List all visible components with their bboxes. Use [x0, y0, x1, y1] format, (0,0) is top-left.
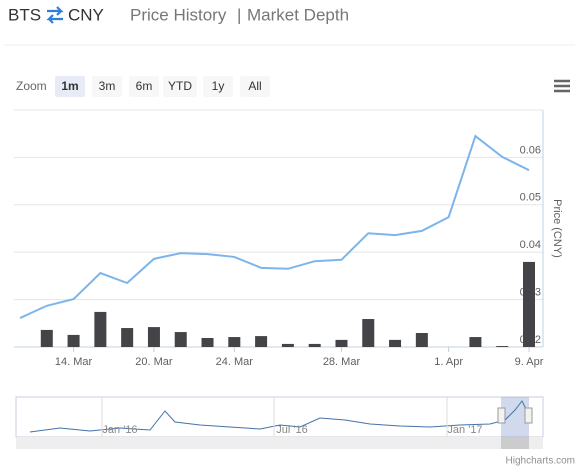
scrollbar[interactable] [16, 437, 543, 449]
zoom-button[interactable] [240, 76, 270, 97]
volume-bar [255, 336, 268, 347]
volume-bar [389, 339, 402, 347]
volume-bar [94, 311, 107, 347]
volume-bar [281, 343, 294, 347]
y-axis-title: Price (CNY) [551, 199, 563, 258]
navigator-label: Jul '16 [276, 424, 307, 436]
credits[interactable]: Highcharts.com [506, 456, 575, 467]
quote-asset[interactable]: CNY [68, 5, 104, 24]
zoom-button[interactable] [129, 76, 159, 97]
navigator [15, 396, 544, 438]
y-tick-label: 0.05 [520, 192, 541, 204]
volume-bar [335, 339, 348, 347]
tab[interactable]: Market Depth [247, 5, 349, 24]
zoom-button[interactable] [203, 76, 233, 97]
x-tick-label: 20. Mar [135, 356, 173, 368]
x-tick-label: 24. Mar [216, 356, 254, 368]
zoom-button-label[interactable]: 1y [212, 79, 225, 93]
x-tick-label: 28. Mar [323, 356, 361, 368]
navigator-series [29, 400, 530, 433]
volume-bar [523, 261, 535, 347]
y-tick-label: 0.04 [520, 239, 541, 251]
navigator-handle[interactable] [497, 407, 506, 424]
price-line [19, 134, 530, 319]
zoom-button-label[interactable]: 6m [136, 79, 153, 93]
zoom-button-label[interactable]: YTD [168, 79, 192, 93]
navigator-label: Jan '17 [447, 424, 482, 436]
menu-button[interactable] [554, 79, 570, 93]
y-tick-label: 0.06 [520, 144, 541, 156]
zoom-label: Zoom [16, 79, 47, 93]
x-tick-label: 1. Apr [434, 356, 463, 368]
navigator-mask[interactable] [501, 397, 529, 437]
volume-bar [415, 333, 428, 347]
volume-bar [40, 329, 53, 347]
volume-bar [147, 327, 160, 347]
zoom-button-label[interactable]: 1m [61, 79, 78, 93]
zoom-button-label[interactable]: 3m [99, 79, 116, 93]
navigator-label: Jan '16 [102, 424, 137, 436]
x-tick-label: 9. Apr [515, 356, 544, 368]
base-asset[interactable]: BTS [8, 5, 41, 24]
volume-bar [469, 337, 482, 347]
zoom-button[interactable] [92, 76, 122, 97]
zoom-button-label[interactable]: All [248, 79, 261, 93]
tab-separator: | [237, 5, 241, 24]
volume-bar [201, 337, 214, 347]
scrollbar-thumb[interactable] [501, 437, 529, 449]
swap-icon[interactable] [46, 6, 64, 24]
volume-bar [496, 346, 509, 347]
volume-bar [362, 319, 375, 347]
zoom-button[interactable] [55, 76, 85, 97]
navigator-handle[interactable] [524, 407, 533, 424]
volume-bar [174, 332, 187, 347]
zoom-button[interactable] [163, 76, 197, 97]
volume-bar [67, 334, 80, 347]
volume-bar [308, 343, 321, 347]
volume-bar [228, 337, 241, 347]
x-tick-label: 14. Mar [55, 356, 93, 368]
volume-bar [121, 328, 134, 347]
tab[interactable]: Price History [130, 5, 227, 24]
